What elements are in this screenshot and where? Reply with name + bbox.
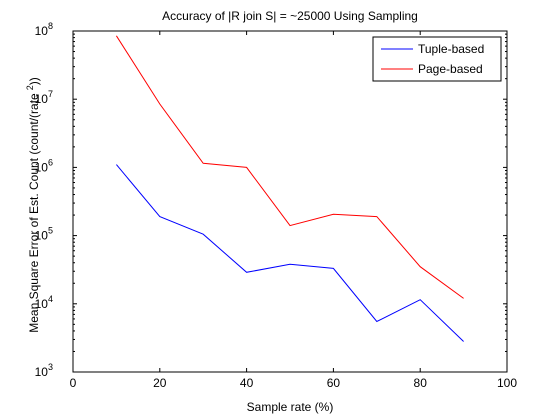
legend: Tuple-based Page-based	[372, 36, 502, 82]
x-tick-label: 0	[70, 376, 77, 390]
plot-frame	[72, 30, 508, 373]
y-axis-label-superscript: 2	[25, 85, 35, 90]
x-tick-label: 20	[153, 376, 167, 390]
y-tick-label: 106	[35, 157, 53, 174]
legend-label-tuple-based: Tuple-based	[418, 42, 484, 56]
y-tick-label: 103	[35, 362, 53, 379]
y-tick-label: 107	[35, 89, 53, 106]
y-tick-label: 108	[35, 21, 53, 38]
series-line-page-based	[115, 35, 464, 299]
ticks-group: 0 20 40 60 80 100 103 104 105 106 107 108	[35, 21, 518, 390]
y-tick-label: 104	[35, 294, 53, 311]
legend-box	[372, 36, 502, 82]
x-tick-label: 100	[497, 376, 517, 390]
x-tick-label: 40	[240, 376, 254, 390]
series-line-tuple-based	[116, 164, 464, 342]
y-axis-label-main: Mean Square Error of Est. Count (count/(…	[27, 93, 41, 333]
series-group	[115, 35, 464, 342]
y-axis-label-end: ))	[27, 77, 41, 85]
x-tick-label: 60	[327, 376, 341, 390]
legend-label-page-based: Page-based	[418, 62, 483, 76]
x-axis-label: Sample rate (%)	[247, 400, 334, 414]
y-tick-label: 105	[35, 226, 53, 243]
x-tick-label: 80	[414, 376, 428, 390]
chart-title: Accuracy of |R join S| = ~25000 Using Sa…	[162, 9, 418, 23]
y-axis-label: Mean Square Error of Est. Count (count/(…	[25, 77, 41, 332]
